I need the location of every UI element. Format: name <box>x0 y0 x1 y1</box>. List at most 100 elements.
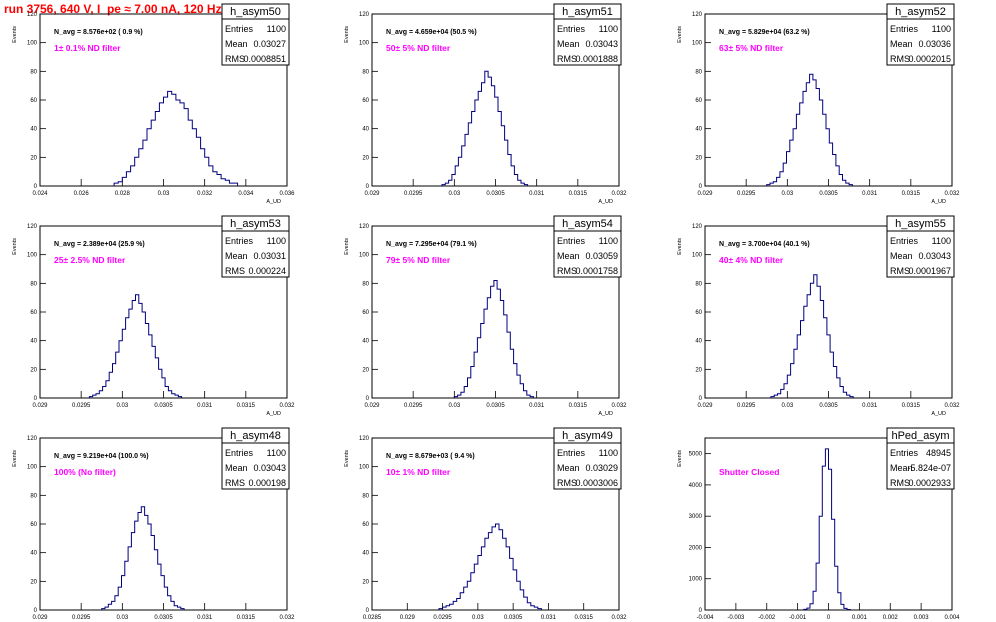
stats-entries-label: Entries <box>890 236 919 246</box>
stats-entries-label: Entries <box>890 24 919 34</box>
y-tick-label: 60 <box>30 310 37 316</box>
run-title: run 3756, 640 V, I_pe ≈ 7.00 nA, 120 Hz <box>4 2 222 16</box>
stats-box-frame <box>886 18 955 66</box>
x-tick-label: 0.0295 <box>433 615 452 621</box>
histogram-line <box>113 90 239 186</box>
y-tick-label: 0 <box>34 396 38 402</box>
stats-entries-value: 1100 <box>599 448 618 458</box>
y-tick-label: 60 <box>695 98 702 104</box>
stats-rms-value: 0.0001758 <box>575 266 618 276</box>
y-tick-label: 20 <box>695 367 702 373</box>
stats-rms-label: RMS <box>890 266 910 276</box>
stats-box-frame <box>553 230 622 278</box>
stats-box-frame <box>553 18 622 66</box>
histogram-line <box>88 294 183 398</box>
filter-label: 1± 0.1% ND filter <box>54 43 121 53</box>
histogram-title-box: h_asym54 <box>553 215 622 232</box>
y-tick-label: 0 <box>34 608 38 614</box>
x-tick-label: 0.026 <box>74 191 90 197</box>
x-tick-label: 0.004 <box>944 615 960 621</box>
navg-label: N_avg = 8.576e+02 ( 0.9 %) <box>54 29 143 36</box>
histogram-panel: 0 20 40 60 80 100 120 0.029 0.0295 0.03 0.0305 0.03… <box>344 3 627 205</box>
stats-mean-label: Mean <box>890 39 913 49</box>
histogram-title: h_asym54 <box>562 218 613 230</box>
filter-label: 40± 4% ND filter <box>719 255 784 265</box>
histogram-title-box: h_asym52 <box>886 3 955 20</box>
navg-label: N_avg = 2.389e+04 (25.9 %) <box>54 241 145 248</box>
x-tick-label: 0.031 <box>529 191 545 197</box>
x-tick-label: 0.001 <box>852 615 868 621</box>
y-tick-label: 100 <box>359 465 370 471</box>
histogram-panel: 0 20 40 60 80 100 120 0.0285 0.029 0.0295 0.03 0.03… <box>344 427 627 621</box>
y-tick-label: 120 <box>27 224 38 230</box>
navg-label: N_avg = 9.219e+04 (100.0 %) <box>54 453 149 460</box>
histogram-panel: 0 20 40 60 80 100 120 0.029 0.0295 0.03 0.0305 0.03… <box>677 215 960 417</box>
y-tick-label: 3000 <box>689 514 703 520</box>
stats-entries-value: 1100 <box>599 236 618 246</box>
stats-entries-label: Entries <box>225 236 254 246</box>
histogram-line <box>101 506 185 610</box>
stats-rms-value: 0.000198 <box>248 478 286 488</box>
x-tick-label: 0.0295 <box>72 403 91 409</box>
y-tick-label: 80 <box>30 281 37 287</box>
x-tick-label: 0.031 <box>197 403 213 409</box>
y-tick-label: 80 <box>362 281 369 287</box>
y-tick-label: 120 <box>27 12 38 18</box>
x-tick-label: 0.03 <box>116 615 128 621</box>
y-tick-label: 100 <box>692 253 703 259</box>
x-tick-label: 0.029 <box>32 403 48 409</box>
histogram-panel: 0 1000 2000 3000 4000 5000 -0.004 -0.003 -0.002 -… <box>677 427 960 621</box>
stats-box-frame <box>553 442 622 490</box>
x-tick-label: 0.03 <box>472 615 484 621</box>
x-tick-label: 0.032 <box>279 615 295 621</box>
stats-mean-value: -5.824e-07 <box>907 463 951 473</box>
y-tick-label: 40 <box>695 339 702 345</box>
x-tick-label: 0.0295 <box>737 191 756 197</box>
histogram-title-box: h_asym55 <box>886 215 955 232</box>
x-tick-label: 0.03 <box>448 403 460 409</box>
x-tick-label: 0.029 <box>697 191 713 197</box>
x-tick-label: 0.032 <box>611 403 627 409</box>
x-tick-label: 0.032 <box>944 191 960 197</box>
x-tick-label: 0.031 <box>541 615 557 621</box>
stats-rms-value: 0.0002015 <box>908 54 951 64</box>
stats-box-frame <box>221 230 290 278</box>
y-tick-label: 40 <box>362 551 369 557</box>
stats-rms-label: RMS <box>557 266 577 276</box>
y-tick-label: 100 <box>359 41 370 47</box>
y-axis-label: Events <box>12 26 18 43</box>
y-tick-label: 5000 <box>689 452 703 458</box>
x-tick-label: 0.029 <box>697 403 713 409</box>
stats-mean-label: Mean <box>225 39 248 49</box>
y-tick-label: 40 <box>30 551 37 557</box>
y-tick-label: 0 <box>366 184 370 190</box>
y-tick-label: 20 <box>30 367 37 373</box>
histogram-line <box>441 70 529 186</box>
x-tick-label: 0.03 <box>781 191 793 197</box>
y-tick-label: 60 <box>695 310 702 316</box>
x-tick-label: 0.03 <box>158 191 170 197</box>
y-tick-label: 120 <box>692 12 703 18</box>
y-tick-label: 120 <box>692 224 703 230</box>
x-tick-label: 0.0295 <box>404 403 423 409</box>
y-tick-label: 80 <box>695 69 702 75</box>
x-tick-label: 0.0305 <box>154 615 173 621</box>
histogram-title: h_asym49 <box>562 430 613 442</box>
histogram-title: h_asym52 <box>895 6 946 18</box>
x-tick-label: 0 <box>827 615 831 621</box>
x-tick-label: 0.032 <box>279 403 295 409</box>
stats-entries-value: 1100 <box>599 24 618 34</box>
stats-rms-label: RMS <box>557 478 577 488</box>
histogram-line <box>766 73 853 186</box>
y-tick-label: 60 <box>362 310 369 316</box>
y-axis-label: Events <box>677 26 683 43</box>
stats-entries-label: Entries <box>557 24 586 34</box>
stats-mean-value: 0.03043 <box>253 463 286 473</box>
stats-mean-label: Mean <box>557 463 580 473</box>
y-tick-label: 0 <box>34 184 38 190</box>
stats-rms-value: 0.000224 <box>248 266 286 276</box>
histogram-panel: 0 20 40 60 80 100 120 0.024 0.026 0.028 0.03 0.032 0… <box>12 3 295 205</box>
